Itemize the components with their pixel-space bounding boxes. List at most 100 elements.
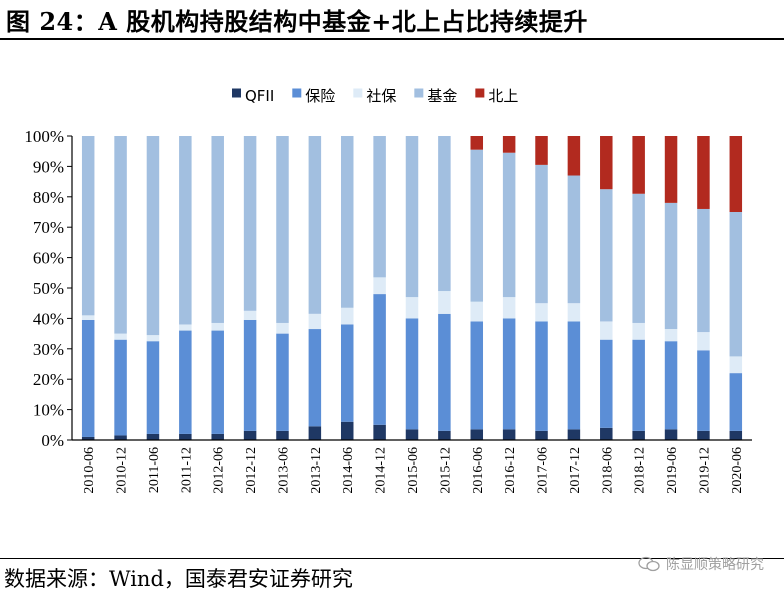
bar-segment-QFII [243,430,257,440]
bar-segment-基金 [567,175,581,304]
legend-swatch-0 [232,88,241,98]
bar-segment-北上 [535,136,548,165]
bar-segment-社保 [114,333,127,340]
bar-segment-基金 [405,136,419,298]
x-tick-label: 2012-06 [212,447,227,494]
x-tick-label: 2011-12 [179,447,194,493]
x-tick-label: 2014-12 [374,447,389,494]
bar-segment-保险 [373,294,386,425]
legend-label-2: 社保 [366,87,396,105]
bar-segment-保险 [502,318,516,430]
bar-segment-QFII [276,430,289,440]
bar-segment-基金 [81,136,95,316]
bar-segment-社保 [340,307,354,325]
x-tick-label: 2012-12 [244,447,259,494]
bar-segment-保险 [729,373,743,431]
x-tick-label: 2013-06 [276,447,291,494]
bar-segment-基金 [114,136,127,334]
x-tick-label: 2016-12 [503,447,518,494]
bar-segment-社保 [729,356,743,374]
y-tick-label: 80% [33,188,64,207]
legend-swatch-1 [292,88,302,98]
bar-segment-社保 [146,335,160,342]
stacked-bar-chart: QFII 保险 社保 基金 北上 0% 10% 20% 30% 40% 50% 60% 70% 80% 90… [24,87,752,494]
bar-segment-基金 [470,149,484,302]
bar-segment-保险 [470,321,484,430]
bar-segment-QFII [340,421,354,440]
bar-segment-保险 [276,333,289,431]
bar-segment-QFII [470,429,484,440]
y-tick-label: 60% [33,249,64,268]
x-tick-label: 2018-12 [633,447,648,494]
bar-segment-保险 [81,319,95,437]
bar-segment-保险 [146,341,160,434]
bar-segment-社保 [632,322,645,340]
y-tick-label: 90% [33,157,64,176]
y-tick-label: 70% [33,218,64,237]
x-tick-label: 2015-06 [406,447,421,494]
bar-segment-保险 [114,339,127,436]
bar-segment-基金 [664,202,678,330]
bar-segment-基金 [308,136,322,314]
bar-segment-保险 [243,319,257,431]
bar-segment-社保 [567,303,581,322]
bar-segment-保险 [405,318,419,430]
bar-segment-保险 [567,321,581,430]
bar-segment-基金 [373,136,386,278]
bar-segment-北上 [664,136,678,203]
bar-segment-保险 [340,324,354,422]
bar-segment-北上 [502,136,516,153]
bar-segment-QFII [405,429,419,440]
bar-segment-北上 [729,136,743,212]
bar-segment-QFII [729,430,743,440]
bar-segment-社保 [664,329,678,342]
bar-segment-QFII [600,427,613,440]
y-tick-label: 100% [24,127,64,146]
bar-segment-QFII [535,430,548,440]
y-tick-label: 40% [33,309,64,328]
legend-label-4: 北上 [488,87,518,105]
bar-segment-北上 [600,136,613,190]
bar-segment-社保 [535,303,548,322]
x-tick-label: 2019-12 [697,447,712,494]
bar-segment-社保 [405,297,419,319]
bar-segment-社保 [276,322,289,334]
bar-segment-基金 [276,136,289,323]
x-tick-label: 2018-06 [600,447,615,494]
legend-label-3: 基金 [427,87,457,105]
bar-segment-QFII [697,430,710,440]
bar-segment-保险 [308,329,322,427]
bar-segment-基金 [729,212,743,357]
legend-swatch-3 [414,88,424,98]
x-tick-label: 2011-06 [147,447,162,493]
bar-segment-基金 [211,136,224,323]
bar-segment-QFII [114,435,127,440]
bar-segment-北上 [697,136,710,209]
bar-segment-基金 [340,136,354,308]
bar-segment-保险 [438,313,451,431]
bar-segment-基金 [535,164,548,304]
bar-segment-保险 [697,350,710,431]
bar-segment-北上 [567,136,581,176]
bar-segment-QFII [373,424,386,440]
bar-segment-社保 [243,310,257,320]
bar-segment-QFII [146,433,160,440]
bar-segment-北上 [470,136,484,150]
bar-segment-QFII [81,436,95,440]
bar-segment-基金 [438,136,451,292]
data-source: 数据来源：Wind，国泰君安证券研究 [4,567,353,591]
x-tick-label: 2017-12 [568,447,583,494]
x-tick-label: 2015-12 [438,447,453,494]
bar-segment-QFII [632,430,645,440]
x-tick-label: 2017-06 [536,447,551,494]
bar-segment-社保 [81,315,95,320]
y-tick-label: 50% [33,279,64,298]
bar-segment-社保 [697,332,710,351]
bar-segment-QFII [664,429,678,440]
bar-segment-基金 [697,208,710,333]
bar-segment-QFII [211,433,224,440]
bar-segment-社保 [373,277,386,295]
title-rule [0,38,784,40]
y-tick-label: 20% [33,370,64,389]
wechat-icon [638,556,660,572]
